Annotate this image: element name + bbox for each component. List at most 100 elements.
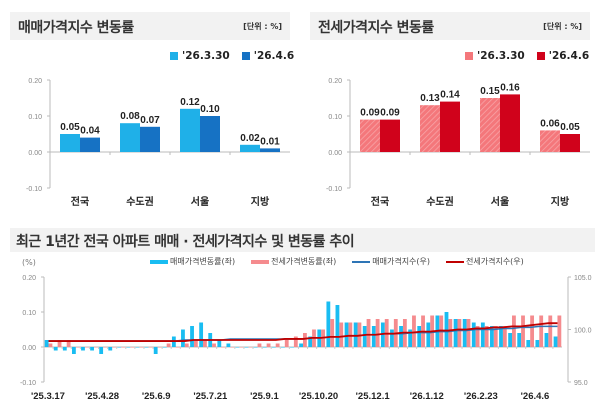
jeonse-change-bar [112,347,116,348]
trend-panel-header: 최근 1년간 전국 아파트 매매 · 전세가격지수 및 변동률 추이 [10,228,595,252]
jeonse-change-bar [548,315,553,347]
jeonse-bar-value-label: 0.16 [500,82,520,93]
sale-change-bar [417,326,422,347]
sale-bar [120,123,140,152]
sale-change-bar [471,322,476,347]
jeonse-bar [560,134,580,152]
right-y-tick-label: 100.0 [574,328,592,335]
jeonse-y-tick-label: 0.00 [328,150,342,157]
sale-bar [260,148,280,152]
jeonse-bar [480,98,500,152]
legend-label-sale-index: 매매가격지수(우) [372,257,431,266]
jeonse-change-bar [502,326,507,347]
sale-change-bar [153,347,158,354]
jeonse-category-label: 전국 [371,195,389,208]
jeonse-change-bar [557,315,562,347]
jeonse-category-label: 수도권 [426,196,454,208]
jeonse-change-bar [148,347,153,348]
legend-item-sale-index: 매매가격지수(우) [352,256,430,267]
jeonse-change-bar [75,347,80,348]
trend-legend: 매매가격변동률(좌) 전세가격변동률(좌) 매매가격지수(우) 전세가격지수(우… [150,256,524,267]
jeonse-change-bar [348,322,353,347]
jeonse-change-bar [266,343,271,347]
sale-bar-value-label: 0.02 [240,133,260,144]
sale-change-bar [271,347,276,348]
sale-change-bar [453,319,458,347]
sale-y-tick-label: -0.10 [26,186,42,193]
sale-legend: '26.3.30 '26.4.6 [170,50,294,62]
jeonse-change-bar [457,319,462,347]
jeonse-change-bar [539,315,544,347]
x-tick-label: '25.3.17 [31,391,65,402]
jeonse-bar-value-label: 0.14 [440,90,460,101]
right-y-tick-label: 105.0 [574,275,592,282]
legend-swatch-jeonse-curr [536,52,545,60]
jeonse-bar [540,130,560,152]
sale-change-bar [308,336,313,347]
legend-item-jeonse-change: 전세가격변동률(좌) [251,256,336,267]
sale-change-bar [499,326,503,347]
sale-change-bar [526,340,531,347]
legend-label-jeonse-prev: '26.3.30 [477,50,525,62]
jeonse-change-bar [139,347,144,348]
legend-item-sale-curr: '26.4.6 [241,50,294,62]
sale-bar-value-label: 0.04 [80,126,100,137]
sale-change-bar [135,347,140,348]
jeonse-change-bar [175,347,180,348]
sale-change-bar [326,301,331,347]
jeonse-legend: '26.3.30 '26.4.6 [465,50,589,62]
jeonse-category-label: 지방 [551,195,570,208]
sale-change-bar [281,347,285,348]
jeonse-change-bar [130,347,135,348]
jeonse-bar-value-label: 0.05 [560,122,580,133]
sale-bar [180,108,200,152]
sale-bar [60,134,80,152]
sale-change-bar [408,329,413,347]
jeonse-change-bar [475,326,480,347]
sale-bar [140,126,160,152]
jeonse-change-bar [212,343,216,347]
jeonse-change-bar [184,343,189,347]
sale-change-bar [290,347,294,348]
x-tick-label: '25.10.20 [299,391,338,402]
sale-change-bar [53,347,58,351]
jeonse-change-bar [93,347,98,348]
jeonse-change-bar [275,343,280,347]
jeonse-change-bar [448,319,453,347]
jeonse-panel-header: 전세가격지수 변동률 [단위 : %] [310,12,590,40]
sale-panel-header: 매매가격지수 변동률 [단위 : %] [10,12,290,40]
sale-change-bar [162,347,167,348]
sale-change-bar [335,305,340,347]
sale-category-label: 수도권 [126,196,154,208]
trend-chart: 0.20 0.10 0.00 -0.10 105.0 100.0 95.0 '25.3.17 '… [20,275,592,402]
jeonse-change-bar [193,340,198,347]
x-tick-label: '25.12.1 [356,391,391,402]
jeonse-change-bar [103,347,107,348]
sale-change-bar [371,326,376,347]
sale-change-bar [226,343,231,347]
legend-swatch-jeonse-change [251,259,270,264]
jeonse-change-bar [84,347,89,348]
jeonse-bar-value-label: 0.09 [380,108,400,119]
jeonse-change-bar [466,319,471,347]
jeonse-change-bar [66,340,71,347]
sale-change-bar [62,347,67,351]
legend-swatch-jeonse-index [446,260,465,263]
sale-bar-value-label: 0.05 [60,122,80,133]
jeonse-change-chart: 0.20 0.10 0.00 -0.10 0.09 0.09 전국 0.13 0.14 수도권 0.… [326,78,590,208]
jeonse-change-bar [530,315,535,347]
jeonse-change-bar [239,347,244,348]
jeonse-y-tick-label: 0.20 [328,78,342,85]
sale-change-bar [462,319,467,347]
sale-change-bar [190,326,194,347]
jeonse-change-bar [57,340,62,347]
sale-change-bar [490,326,494,347]
jeonse-change-bar [48,343,53,347]
jeonse-bar-value-label: 0.13 [420,93,440,104]
sale-change-bar [353,322,358,347]
sale-change-bar [44,340,49,347]
sale-change-bar [199,322,204,347]
sale-bar [200,116,220,152]
sale-change-bar [217,340,222,347]
legend-item-jeonse-prev: '26.3.30 [465,50,525,62]
